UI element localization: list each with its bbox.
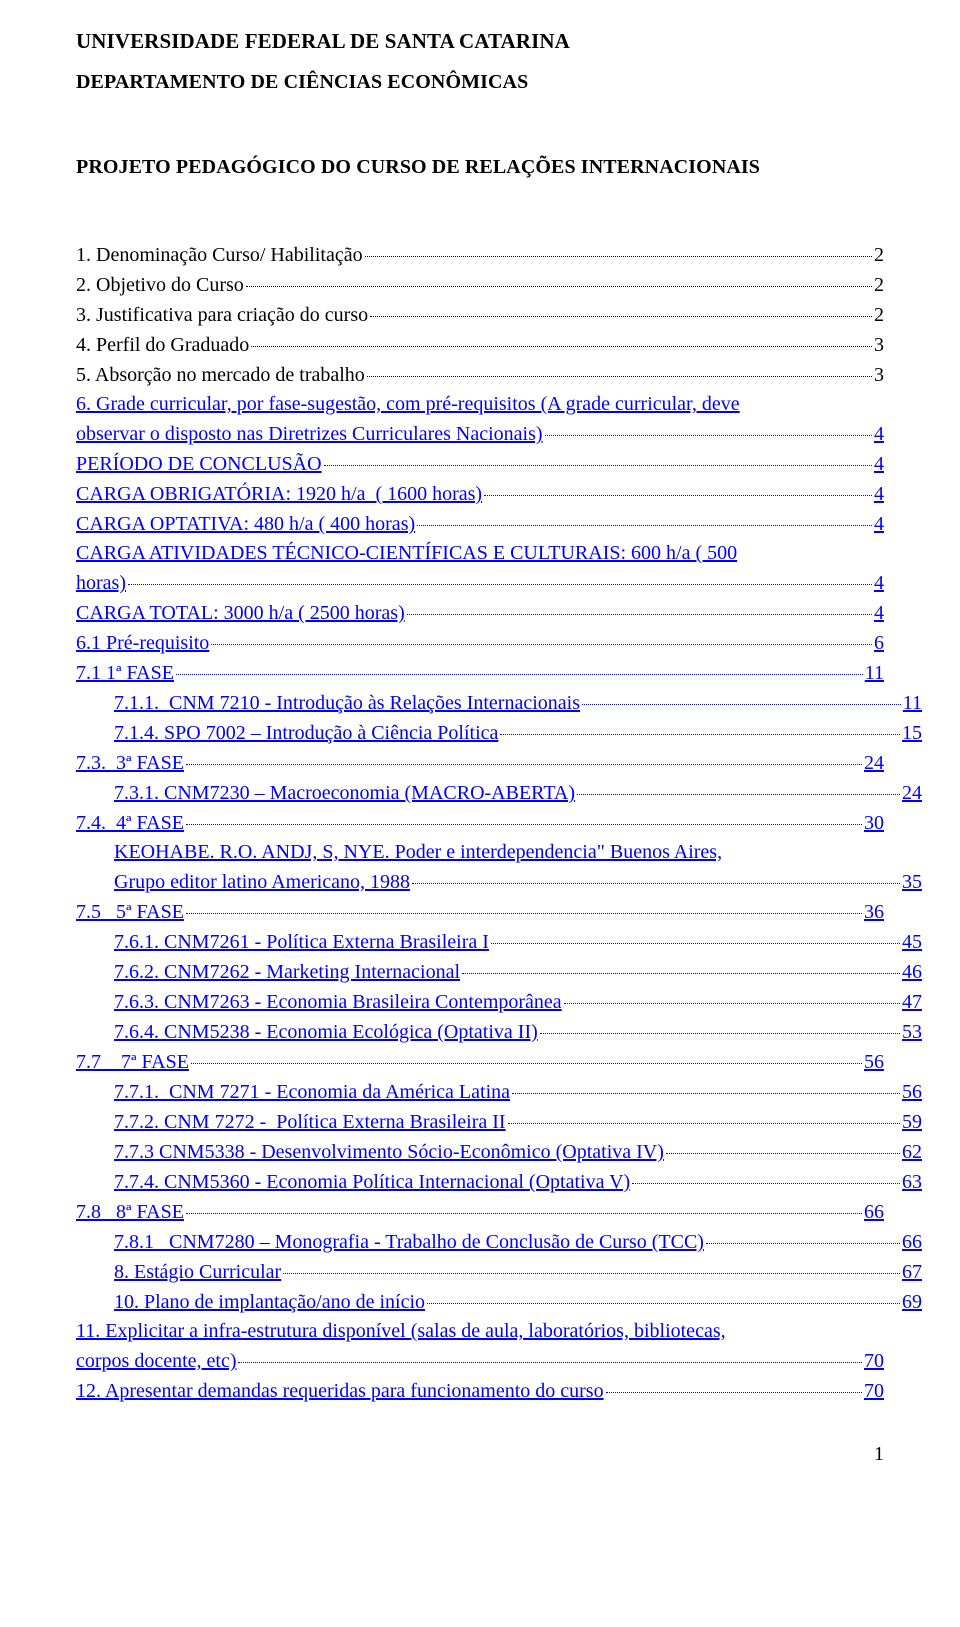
toc-label[interactable]: 12. Apresentar demandas requeridas para … bbox=[76, 1377, 604, 1406]
page-number: 1 bbox=[76, 1440, 884, 1469]
toc-page[interactable]: 59 bbox=[902, 1108, 922, 1137]
toc-leader bbox=[367, 356, 872, 377]
toc-leader bbox=[186, 1193, 862, 1214]
toc-label[interactable]: 7.5 5ª FASE bbox=[76, 898, 184, 927]
toc-label[interactable]: corpos docente, etc) bbox=[76, 1347, 236, 1376]
toc-leader bbox=[508, 1103, 900, 1124]
toc-leader bbox=[407, 594, 872, 615]
toc-label: 2. Objetivo do Curso bbox=[76, 271, 244, 300]
toc-page[interactable]: 4 bbox=[874, 510, 884, 539]
university-heading: UNIVERSIDADE FEDERAL DE SANTA CATARINA bbox=[76, 26, 884, 56]
toc-page[interactable]: 35 bbox=[902, 868, 922, 897]
toc-leader bbox=[632, 1163, 900, 1184]
toc-entry[interactable]: 12. Apresentar demandas requeridas para … bbox=[76, 1376, 884, 1406]
toc-leader bbox=[706, 1223, 900, 1244]
toc-page[interactable]: 46 bbox=[902, 958, 922, 987]
toc-page[interactable]: 47 bbox=[902, 988, 922, 1017]
toc-label: 4. Perfil do Graduado bbox=[76, 331, 249, 360]
toc-leader bbox=[500, 714, 900, 735]
toc-page[interactable]: 4 bbox=[874, 450, 884, 479]
toc-label[interactable]: 7.1 1ª FASE bbox=[76, 659, 174, 688]
toc-label[interactable]: 7.6.1. CNM7261 - Política Externa Brasil… bbox=[114, 928, 489, 957]
toc-leader bbox=[283, 1253, 900, 1274]
table-of-contents: 1. Denominação Curso/ Habilitação22. Obj… bbox=[76, 240, 884, 1406]
toc-leader bbox=[238, 1342, 862, 1363]
toc-leader bbox=[211, 624, 872, 645]
toc-leader bbox=[246, 266, 872, 287]
toc-label[interactable]: 7.7.1. CNM 7271 - Economia da América La… bbox=[114, 1078, 510, 1107]
toc-leader bbox=[186, 893, 862, 914]
toc-leader bbox=[427, 1283, 900, 1304]
toc-leader bbox=[491, 923, 900, 944]
toc-leader bbox=[462, 953, 900, 974]
toc-leader bbox=[128, 564, 872, 585]
toc-leader bbox=[545, 415, 872, 436]
toc-label[interactable]: 7.8 8ª FASE bbox=[76, 1198, 184, 1227]
toc-leader bbox=[324, 445, 872, 466]
toc-leader bbox=[412, 863, 900, 884]
toc-page[interactable]: 45 bbox=[902, 928, 922, 957]
toc-label[interactable]: horas) bbox=[76, 569, 126, 598]
toc-leader bbox=[191, 1043, 862, 1064]
toc-page[interactable]: 69 bbox=[902, 1288, 922, 1317]
toc-page[interactable]: 11 bbox=[903, 689, 922, 718]
toc-label[interactable]: 7.6.2. CNM7262 - Marketing Internacional bbox=[114, 958, 460, 987]
toc-page: 2 bbox=[874, 241, 884, 270]
toc-label[interactable]: CARGA OPTATIVA: 480 h/a ( 400 horas) bbox=[76, 510, 415, 539]
toc-page[interactable]: 24 bbox=[902, 779, 922, 808]
toc-leader bbox=[512, 1073, 900, 1094]
toc-entry: 5. Absorção no mercado de trabalho 3 bbox=[76, 360, 884, 390]
toc-page: 2 bbox=[874, 301, 884, 330]
toc-page[interactable]: 62 bbox=[902, 1138, 922, 1167]
toc-leader bbox=[417, 505, 872, 526]
toc-label[interactable]: 7.4. 4ª FASE bbox=[76, 809, 184, 838]
toc-page[interactable]: 56 bbox=[902, 1078, 922, 1107]
toc-page[interactable]: 63 bbox=[902, 1168, 922, 1197]
toc-page[interactable]: 67 bbox=[902, 1258, 922, 1287]
toc-label[interactable]: 8. Estágio Curricular bbox=[114, 1258, 281, 1287]
toc-label[interactable]: 7.7 7ª FASE bbox=[76, 1048, 189, 1077]
toc-leader bbox=[666, 1133, 900, 1154]
toc-page[interactable]: 4 bbox=[874, 480, 884, 509]
toc-leader bbox=[251, 326, 872, 347]
department-heading: DEPARTAMENTO DE CIÊNCIAS ECONÔMICAS bbox=[76, 68, 884, 97]
toc-entry[interactable]: 7.4. 4ª FASE 30 bbox=[76, 808, 884, 838]
toc-entry[interactable]: 10. Plano de implantação/ano de início 69 bbox=[76, 1287, 922, 1317]
toc-leader bbox=[365, 236, 872, 257]
toc-page[interactable]: 15 bbox=[902, 719, 922, 748]
toc-page: 2 bbox=[874, 271, 884, 300]
toc-page: 3 bbox=[874, 361, 884, 390]
toc-leader bbox=[606, 1372, 862, 1393]
toc-leader bbox=[564, 983, 900, 1004]
toc-label: 5. Absorção no mercado de trabalho bbox=[76, 361, 365, 390]
toc-label[interactable]: 7.7.3 CNM5338 - Desenvolvimento Sócio-Ec… bbox=[114, 1138, 664, 1167]
toc-label[interactable]: 10. Plano de implantação/ano de início bbox=[114, 1288, 425, 1317]
toc-page[interactable]: 70 bbox=[864, 1347, 884, 1376]
toc-page[interactable]: 4 bbox=[874, 569, 884, 598]
toc-page[interactable]: 53 bbox=[902, 1018, 922, 1047]
toc-page[interactable]: 4 bbox=[874, 420, 884, 449]
toc-leader bbox=[484, 475, 872, 496]
toc-label[interactable]: 7.3. 3ª FASE bbox=[76, 749, 184, 778]
toc-label[interactable]: 7.7.2. CNM 7272 - Política Externa Brasi… bbox=[114, 1108, 506, 1137]
toc-entry[interactable]: CARGA OPTATIVA: 480 h/a ( 400 horas) 4 bbox=[76, 509, 884, 539]
toc-page: 3 bbox=[874, 331, 884, 360]
toc-page[interactable]: 66 bbox=[902, 1228, 922, 1257]
toc-leader bbox=[176, 654, 863, 675]
toc-page[interactable]: 6 bbox=[874, 629, 884, 658]
toc-leader bbox=[370, 296, 872, 317]
toc-page[interactable]: 30 bbox=[864, 809, 884, 838]
toc-leader bbox=[577, 774, 900, 795]
toc-label[interactable]: 7.6.3. CNM7263 - Economia Brasileira Con… bbox=[114, 988, 562, 1017]
toc-leader bbox=[582, 684, 901, 705]
toc-label[interactable]: PERÍODO DE CONCLUSÃO bbox=[76, 450, 322, 479]
toc-page[interactable]: 70 bbox=[864, 1377, 884, 1406]
project-heading: PROJETO PEDAGÓGICO DO CURSO DE RELAÇÕES … bbox=[76, 153, 884, 182]
toc-leader bbox=[186, 744, 862, 765]
toc-leader bbox=[186, 804, 862, 825]
toc-page[interactable]: 4 bbox=[874, 599, 884, 628]
toc-leader bbox=[540, 1013, 900, 1034]
